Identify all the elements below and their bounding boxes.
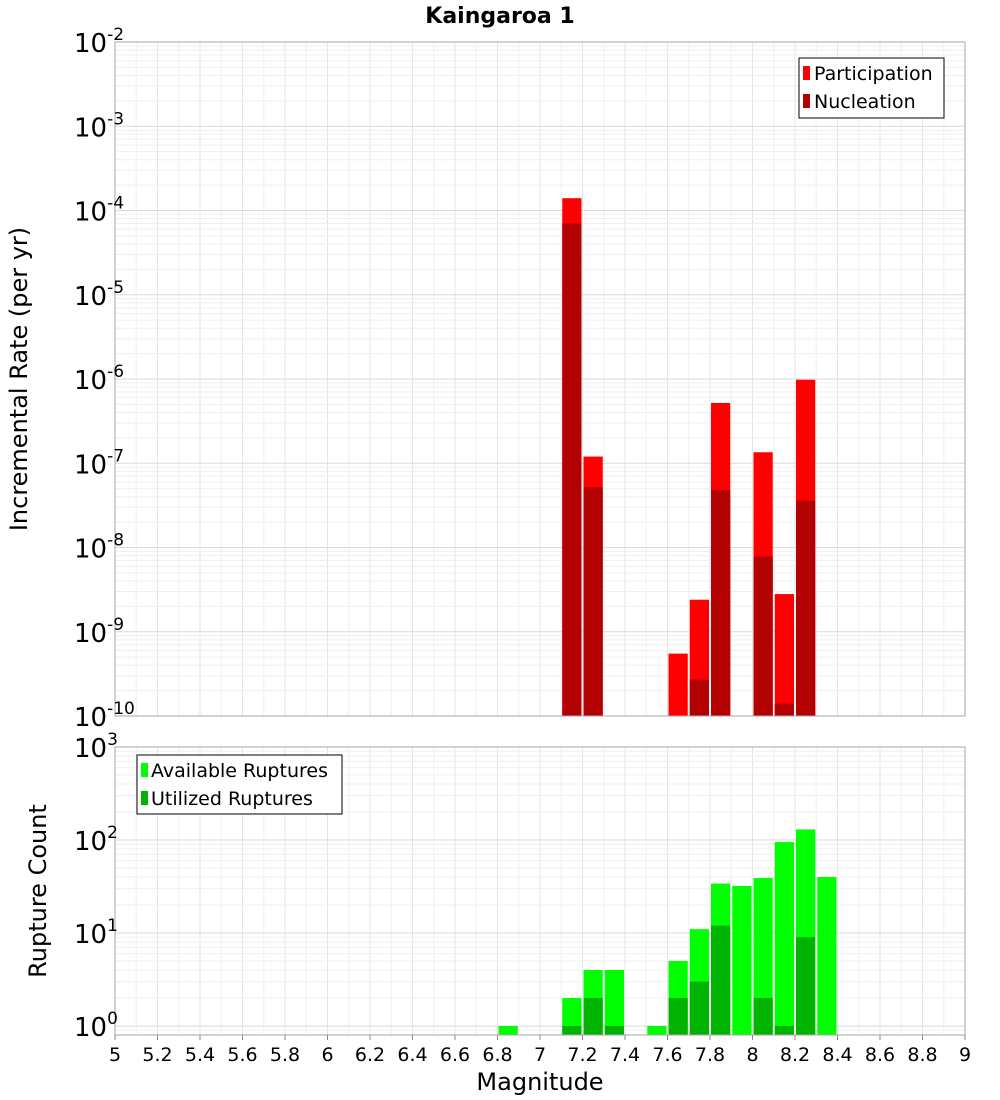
rate-gridlines: [114, 41, 966, 717]
count-y-tick-label: 100: [74, 1009, 118, 1043]
rate-plot-frame: [114, 41, 966, 717]
x-tick-label: 6.8: [482, 1044, 512, 1066]
available-ruptures-bar: [498, 1025, 518, 1035]
nucleation-legend-label: Nucleation: [814, 91, 916, 113]
rate-y-tick-label: 10-9: [74, 615, 124, 649]
rate-y-tick-label: 10-4: [74, 194, 124, 228]
utilized-ruptures-bar: [796, 937, 816, 1035]
nucleation-legend-swatch: [803, 94, 810, 108]
nucleation-bar: [689, 679, 709, 716]
count-y-tick-label: 101: [74, 916, 118, 950]
participation-legend-swatch: [803, 66, 810, 80]
count-panel: 100 101 102 103 5 5.2 5.4 5.6 5.8 6 6.2 6.4 6.6 6.8 7…: [24, 730, 971, 1096]
nucleation-bar: [562, 223, 582, 717]
rate-y-tick-label: 10-8: [74, 531, 124, 565]
available-ruptures-bar: [604, 969, 624, 1035]
x-tick-label: 8.8: [907, 1044, 937, 1066]
rate-y-tick-label: 10-3: [74, 109, 124, 143]
nucleation-bar: [753, 556, 773, 716]
nucleation-bar: [796, 500, 816, 716]
utilized-ruptures-bar: [753, 997, 773, 1035]
participation-bar: [774, 594, 794, 716]
x-tick-label: 7.2: [567, 1044, 597, 1066]
x-tick-label: 5.8: [270, 1044, 300, 1066]
x-tick-label: 7: [534, 1044, 546, 1066]
nucleation-bar: [583, 487, 603, 716]
x-tick-label: 7.6: [652, 1044, 682, 1066]
x-tick-label: 8: [746, 1044, 758, 1066]
utilized-legend-swatch: [141, 791, 148, 805]
available-ruptures-bar: [817, 877, 837, 1035]
utilized-ruptures-bar: [689, 981, 709, 1035]
utilized-ruptures-bar: [562, 1025, 582, 1035]
utilized-ruptures-bar: [774, 1025, 794, 1035]
x-axis-label: Magnitude: [476, 1068, 603, 1096]
available-ruptures-bar: [774, 842, 794, 1035]
rate-y-tick-label: 10-2: [74, 25, 124, 59]
x-tick-label: 6.4: [397, 1044, 427, 1066]
count-gridlines: [114, 746, 966, 1036]
rate-y-tick-labels: 10-10 10-9 10-8 10-7 10-6 10-5 10-4 10-3 10-2: [74, 25, 135, 733]
x-tick-label: 6.6: [440, 1044, 470, 1066]
rate-y-tick-label: 10-6: [74, 362, 124, 396]
x-tick-label: 8.2: [780, 1044, 810, 1066]
available-legend-swatch: [141, 763, 148, 777]
count-y-tick-labels: 100 101 102 103: [74, 730, 118, 1043]
x-tick-label: 8.6: [865, 1044, 895, 1066]
participation-bar: [668, 653, 688, 716]
x-tick-label: 5.6: [227, 1044, 257, 1066]
rate-bars: [562, 198, 816, 717]
available-ruptures-bar: [753, 878, 773, 1035]
available-ruptures-bar: [562, 997, 582, 1035]
rate-y-tick-label: 10-7: [74, 446, 124, 480]
rate-y-tick-label: 10-5: [74, 278, 124, 312]
rate-legend-box: [798, 57, 945, 119]
nucleation-bar: [711, 490, 731, 716]
rate-panel: 10-10 10-9 10-8 10-7 10-6 10-5 10-4 10-3 10-2 In…: [5, 25, 966, 733]
count-y-tick-label: 102: [74, 823, 118, 857]
utilized-ruptures-bar: [668, 997, 688, 1035]
x-tick-label: 7.8: [695, 1044, 725, 1066]
available-ruptures-bar: [732, 886, 752, 1035]
rate-legend: Participation Nucleation: [798, 57, 945, 119]
x-tick-label: 8.4: [822, 1044, 852, 1066]
utilized-ruptures-bar: [583, 997, 603, 1035]
utilized-ruptures-bar: [604, 1025, 624, 1035]
x-tick-label: 5: [109, 1044, 121, 1066]
available-legend-label: Available Ruptures: [151, 760, 328, 782]
utilized-legend-label: Utilized Ruptures: [151, 788, 313, 810]
chart-title: Kaingaroa 1: [425, 4, 574, 29]
x-tick-label: 7.4: [610, 1044, 640, 1066]
count-legend-box: [136, 754, 343, 815]
x-tick-label: 6.2: [355, 1044, 385, 1066]
count-y-axis-label: Rupture Count: [24, 804, 52, 978]
x-tick-label: 5.2: [142, 1044, 172, 1066]
utilized-ruptures-bar: [711, 925, 731, 1035]
x-tick-labels: 5 5.2 5.4 5.6 5.8 6 6.2 6.4 6.6 6.8 7 7.2 7.4 7.6 7.8 8…: [109, 1035, 971, 1066]
nucleation-bar: [774, 703, 794, 716]
rate-y-axis-label: Incremental Rate (per yr): [5, 227, 33, 531]
participation-legend-label: Participation: [814, 63, 933, 85]
x-tick-label: 9: [959, 1044, 971, 1066]
x-tick-label: 5.4: [185, 1044, 215, 1066]
x-tick-label: 6: [321, 1044, 333, 1066]
count-y-tick-label: 103: [74, 730, 118, 764]
available-ruptures-bar: [647, 1025, 667, 1035]
count-bars: [498, 829, 837, 1035]
rate-y-tick-label: 10-10: [74, 699, 135, 733]
count-legend: Available Ruptures Utilized Ruptures: [136, 754, 343, 815]
